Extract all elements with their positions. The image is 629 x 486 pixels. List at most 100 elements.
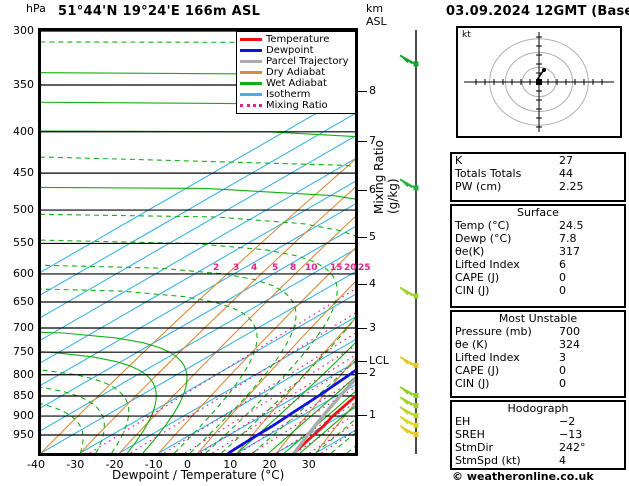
pressure-tick-550: 550 xyxy=(13,236,34,250)
table-row: Pressure (mb) 700 xyxy=(452,325,624,338)
height-tick-5: 5 xyxy=(369,230,376,244)
legend-item-wet-adiabat: Wet Adiabat xyxy=(240,78,352,89)
table-row: Lifted Index 3 xyxy=(452,351,624,364)
copyright-notice: © weatheronline.co.uk xyxy=(452,470,594,483)
mixing-ratio-label-25: 25 xyxy=(358,263,371,273)
mixing-ratio-label-10: 10 xyxy=(305,263,318,273)
table-row: CAPE (J) 0 xyxy=(452,364,624,377)
table-row: K 27 xyxy=(452,154,624,167)
temperature-tick-0: 0 xyxy=(184,458,191,471)
height-tick-mark-4 xyxy=(358,283,367,285)
pressure-tick-500: 500 xyxy=(13,203,34,217)
legend-item-dry-adiabat: Dry Adiabat xyxy=(240,67,352,78)
hodograph-unit-label: kt xyxy=(462,30,471,40)
table-row-value: 0 xyxy=(559,284,566,297)
table-row: Dewp (°C) 7.8 xyxy=(452,232,624,245)
table-row: CIN (J) 0 xyxy=(452,377,624,390)
table-row-key: Lifted Index xyxy=(455,258,520,271)
table-row-value: 0 xyxy=(559,364,566,377)
wind-barb xyxy=(399,356,419,368)
temperature-tick-10: 10 xyxy=(223,458,238,471)
height-tick-mark-1 xyxy=(358,415,367,417)
table-row: StmSpd (kt) 4 xyxy=(452,454,624,467)
table-row: PW (cm) 2.25 xyxy=(452,180,624,193)
table-row-key: PW (cm) xyxy=(455,180,502,193)
table-row-key: StmSpd (kt) xyxy=(455,454,521,467)
wind-barb xyxy=(399,386,419,399)
hodograph-stats-panel: Hodograph EH −2 SREH −13 StmDir 242° StmSpd (kt… xyxy=(450,400,626,470)
table-row: θe(K) 317 xyxy=(452,245,624,258)
table-row-value: 24.5 xyxy=(559,219,584,232)
table-row-key: CAPE (J) xyxy=(455,364,500,377)
legend-swatch-icon xyxy=(240,60,262,63)
height-tick-mark-7 xyxy=(358,141,367,143)
temperature-tick--40: -40 xyxy=(27,458,45,471)
legend-label: Wet Adiabat xyxy=(266,77,327,89)
table-row: Totals Totals 44 xyxy=(452,167,624,180)
table-row-key: StmDir xyxy=(455,441,494,454)
table-row-key: Pressure (mb) xyxy=(455,325,532,338)
table-row-key: CIN (J) xyxy=(455,377,490,390)
pressure-tick-300: 300 xyxy=(13,24,34,37)
height-tick-mark-5 xyxy=(358,237,367,239)
height-tick-6: 6 xyxy=(369,182,376,196)
table-row: CIN (J) 0 xyxy=(452,284,624,297)
height-axis-unit-label: km xyxy=(366,2,384,15)
legend-swatch-icon xyxy=(240,49,262,52)
temperature-tick--10: -10 xyxy=(144,458,163,471)
pressure-tick-800: 800 xyxy=(13,367,34,381)
mixing-ratio-label-3: 3 xyxy=(233,263,240,273)
table-row-value: 7.8 xyxy=(559,232,577,245)
x-axis-title: Dewpoint / Temperature (°C) xyxy=(112,468,285,482)
table-row-value: −2 xyxy=(559,415,576,428)
legend-swatch-icon xyxy=(240,38,262,41)
table-row-value: 0 xyxy=(559,377,566,390)
wind-barb-column xyxy=(396,28,436,456)
model-run-title: 03.09.2024 12GMT (Base: 12) xyxy=(446,4,629,19)
height-tick-3: 3 xyxy=(369,321,376,335)
legend-label: Dry Adiabat xyxy=(266,66,326,78)
legend-item-temperature: Temperature xyxy=(240,34,352,45)
temperature-tick--20: -20 xyxy=(105,458,124,471)
table-row-value: 2.25 xyxy=(559,180,584,193)
table-row-value: 27 xyxy=(559,154,573,167)
mixing-ratio-label-2: 2 xyxy=(213,263,220,273)
height-tick-mark-8 xyxy=(358,90,367,92)
table-row-key: CIN (J) xyxy=(455,284,490,297)
pressure-tick-450: 450 xyxy=(13,166,34,180)
table-row-key: K xyxy=(455,154,463,167)
table-row-key: θe(K) xyxy=(455,245,485,258)
legend-label: Temperature xyxy=(266,33,330,45)
table-row-value: 44 xyxy=(559,167,573,180)
pressure-tick-600: 600 xyxy=(13,266,34,280)
height-tick-8: 8 xyxy=(369,83,376,97)
legend-label: Isotherm xyxy=(266,88,311,100)
table-row: SREH −13 xyxy=(452,428,624,441)
mixing-ratio-label-8: 8 xyxy=(290,263,297,273)
height-axis-asl-label: ASL xyxy=(366,15,387,28)
wind-barb xyxy=(399,415,419,428)
mixing-ratio-label-4: 4 xyxy=(251,263,258,273)
table-row: CAPE (J) 0 xyxy=(452,271,624,284)
legend-item-dewpoint: Dewpoint xyxy=(240,45,352,56)
pressure-tick-350: 350 xyxy=(13,78,34,92)
pressure-tick-400: 400 xyxy=(13,124,34,138)
legend-swatch-icon xyxy=(240,104,262,107)
height-tick-2: 2 xyxy=(369,365,376,379)
lcl-tick-mark xyxy=(358,361,367,363)
legend: Temperature Dewpoint Parcel Trajectory Dry … xyxy=(236,31,356,114)
mixing-ratio-label-5: 5 xyxy=(272,263,279,273)
pressure-tick-900: 900 xyxy=(13,409,34,423)
wind-barb xyxy=(399,425,419,438)
table-row: θe (K) 324 xyxy=(452,338,624,351)
height-tick-mark-2 xyxy=(358,372,367,374)
table-row-value: 0 xyxy=(559,271,566,284)
table-row-key: Temp (°C) xyxy=(455,219,510,232)
table-row-value: 3 xyxy=(559,351,566,364)
wind-barb xyxy=(399,406,419,419)
most-unstable-panel: Most Unstable Pressure (mb) 700 θe (K) 324 Li… xyxy=(450,310,626,398)
legend-label: Mixing Ratio xyxy=(266,99,328,111)
wind-barb xyxy=(399,396,419,409)
table-row-key: CAPE (J) xyxy=(455,271,500,284)
legend-swatch-icon xyxy=(240,82,262,85)
